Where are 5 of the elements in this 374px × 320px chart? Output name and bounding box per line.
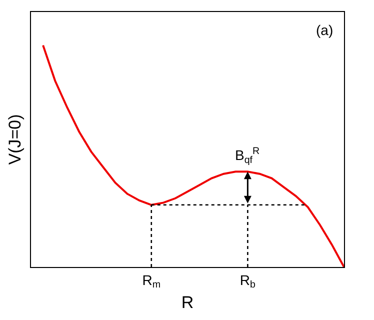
x-tick-label: R$_{b}$ (240, 272, 256, 291)
y-axis-title: V(J=0) (6, 114, 25, 165)
x-tick-label: R$_{m}$ (142, 272, 161, 291)
x-axis-title: R (181, 293, 194, 312)
text: (a) (316, 22, 334, 38)
